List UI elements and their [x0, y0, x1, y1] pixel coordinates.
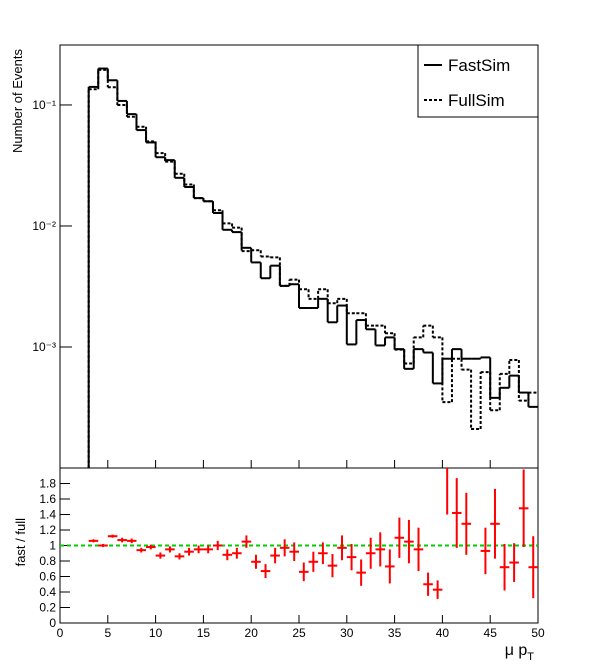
- x-tick-label: 5: [104, 626, 111, 640]
- x-tick-label: 35: [388, 626, 402, 640]
- x-tick-label: 0: [57, 626, 64, 640]
- y-tick-label: 0.8: [39, 554, 56, 568]
- x-axis-label-sub: T: [527, 651, 534, 663]
- x-axis-label: μ pT: [505, 642, 535, 663]
- histogram-series: [87, 68, 538, 468]
- y-tick-label: 0: [49, 616, 56, 630]
- y-tick-label: 1.2: [39, 523, 56, 537]
- y-tick-label: 1.4: [39, 508, 56, 522]
- x-tick-label: 25: [292, 626, 306, 640]
- x-tick-label: 15: [197, 626, 211, 640]
- x-axis-label-main: μ p: [505, 642, 528, 659]
- x-tick-label: 20: [245, 626, 259, 640]
- y-tick-label: 10⁻¹: [32, 98, 56, 112]
- x-tick-label: 45: [484, 626, 498, 640]
- x-tick-label: 40: [436, 626, 450, 640]
- y-tick-label: 1.8: [39, 477, 56, 491]
- y-tick-label: 10⁻²: [32, 219, 56, 233]
- y-tick-label: 1.6: [39, 492, 56, 506]
- y-tick-label: 0.2: [39, 601, 56, 615]
- legend-label: FastSim: [448, 56, 510, 75]
- y-tick-label: 1: [49, 539, 56, 553]
- legend-box: [417, 44, 539, 118]
- y-axis-label: Number of Events: [10, 49, 25, 154]
- x-tick-label: 30: [340, 626, 354, 640]
- ratio-points: [88, 468, 538, 599]
- y-tick-label: 10⁻³: [32, 340, 56, 354]
- y-tick-label: 0.6: [39, 570, 56, 584]
- histogram-series: [87, 67, 538, 468]
- x-tick-label: 10: [149, 626, 163, 640]
- x-tick-label: 50: [531, 626, 545, 640]
- legend-label: FullSim: [448, 91, 505, 110]
- y-axis-label: fast / full: [13, 518, 28, 567]
- y-tick-label: 0.4: [39, 585, 56, 599]
